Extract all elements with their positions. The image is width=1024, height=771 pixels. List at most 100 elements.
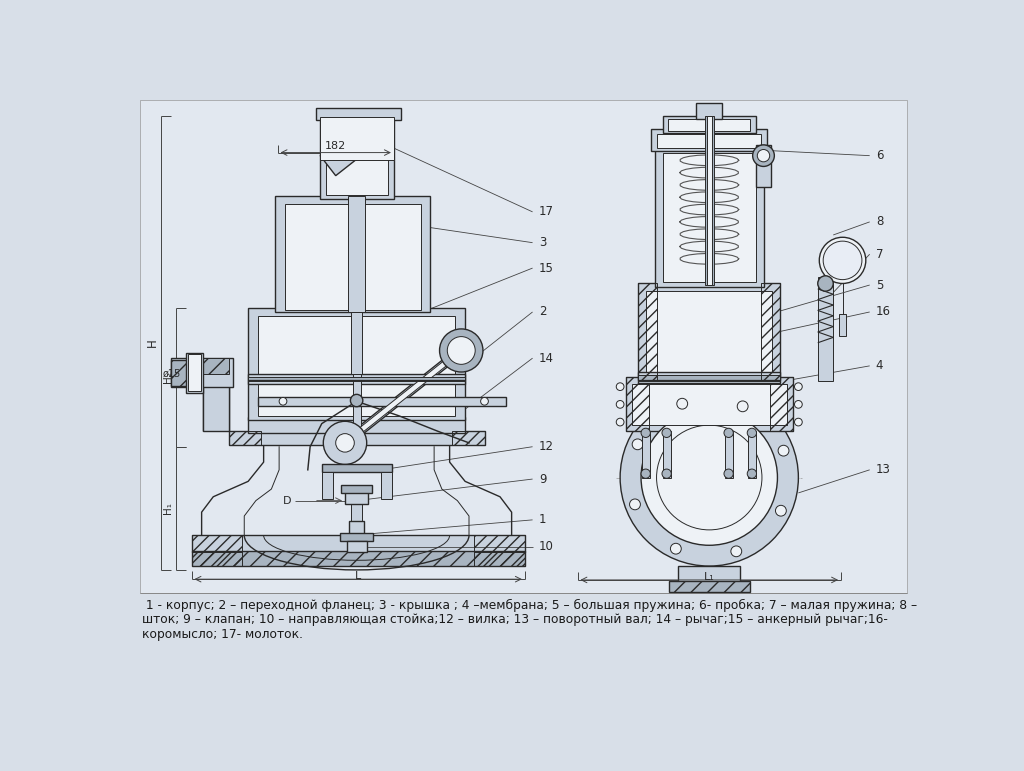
Circle shape <box>616 418 624 426</box>
Circle shape <box>656 425 762 530</box>
Bar <box>707 116 712 285</box>
Circle shape <box>641 469 650 478</box>
Text: H₂: H₂ <box>163 372 173 383</box>
Bar <box>351 504 362 550</box>
Bar <box>756 145 771 187</box>
Bar <box>646 291 772 380</box>
Bar <box>171 360 187 386</box>
Text: коромысло; 17- молоток.: коромысло; 17- молоток. <box>142 628 303 641</box>
Circle shape <box>616 383 624 390</box>
Bar <box>474 535 524 552</box>
Circle shape <box>748 428 757 437</box>
Text: 5: 5 <box>876 278 884 291</box>
Bar <box>748 431 756 477</box>
Bar <box>248 374 465 385</box>
Bar <box>203 359 228 374</box>
Text: 9: 9 <box>539 473 546 486</box>
Bar <box>452 431 484 445</box>
Circle shape <box>280 397 287 405</box>
Circle shape <box>778 446 788 456</box>
Bar <box>638 284 779 380</box>
Bar <box>638 372 779 383</box>
Circle shape <box>480 397 488 405</box>
Circle shape <box>336 433 354 452</box>
Bar <box>346 540 367 552</box>
Circle shape <box>795 383 802 390</box>
Bar <box>340 533 373 540</box>
Bar <box>638 284 656 380</box>
Circle shape <box>447 337 475 365</box>
Bar <box>228 431 261 445</box>
Polygon shape <box>336 340 470 453</box>
Bar <box>321 117 394 199</box>
Circle shape <box>621 389 799 566</box>
Bar <box>352 374 360 446</box>
Text: 182: 182 <box>325 141 346 151</box>
Bar <box>663 116 756 133</box>
Circle shape <box>671 544 681 554</box>
Bar <box>258 396 506 406</box>
Circle shape <box>758 150 770 162</box>
Text: 8: 8 <box>876 215 884 228</box>
Circle shape <box>818 276 834 291</box>
Circle shape <box>677 399 688 409</box>
Bar <box>626 378 793 431</box>
Circle shape <box>630 499 640 510</box>
Circle shape <box>350 394 362 406</box>
Bar <box>642 431 649 477</box>
Text: 15: 15 <box>539 261 554 274</box>
Circle shape <box>641 428 650 437</box>
Bar <box>725 431 732 477</box>
Text: 14: 14 <box>539 352 554 365</box>
Bar <box>818 278 834 382</box>
Bar <box>248 417 465 433</box>
Circle shape <box>753 145 774 167</box>
Circle shape <box>737 401 749 412</box>
Bar <box>348 197 366 312</box>
Bar <box>191 535 524 552</box>
Polygon shape <box>331 334 475 460</box>
Circle shape <box>662 428 672 437</box>
Bar <box>341 485 372 493</box>
Bar <box>315 108 400 120</box>
Text: ø15: ø15 <box>162 369 180 379</box>
Bar <box>638 375 779 381</box>
Bar <box>139 100 907 593</box>
Circle shape <box>632 439 643 449</box>
Bar <box>228 431 484 445</box>
Circle shape <box>748 469 757 478</box>
Circle shape <box>795 400 802 408</box>
Bar <box>678 566 740 583</box>
Circle shape <box>641 409 777 545</box>
Bar <box>171 359 232 388</box>
Circle shape <box>662 469 672 478</box>
Bar <box>349 520 365 537</box>
Bar <box>285 204 421 311</box>
Bar <box>761 284 779 380</box>
Text: 7: 7 <box>876 247 884 261</box>
Bar <box>839 315 847 336</box>
Bar <box>191 550 524 566</box>
Text: H: H <box>146 338 160 347</box>
Text: 10: 10 <box>539 540 554 554</box>
Text: 1 - корпус; 2 – переходной фланец; 3 - крышка ; 4 –мембрана; 5 – большая пружина: 1 - корпус; 2 – переходной фланец; 3 - к… <box>142 598 918 611</box>
Text: 3: 3 <box>539 236 546 249</box>
Text: L: L <box>355 571 361 581</box>
Bar <box>248 308 465 419</box>
Bar <box>655 146 764 287</box>
Bar <box>186 353 203 392</box>
Circle shape <box>731 546 741 557</box>
Bar <box>322 464 391 472</box>
Text: 2: 2 <box>539 305 546 318</box>
Bar <box>203 374 228 431</box>
Text: 4: 4 <box>876 359 884 372</box>
Text: 1: 1 <box>539 513 546 527</box>
Text: 6: 6 <box>876 149 884 162</box>
Bar <box>474 550 524 566</box>
Text: 13: 13 <box>876 463 891 476</box>
Circle shape <box>324 421 367 464</box>
Circle shape <box>724 428 733 437</box>
Bar <box>663 153 756 282</box>
Bar <box>696 103 722 119</box>
Text: 17: 17 <box>539 205 554 218</box>
